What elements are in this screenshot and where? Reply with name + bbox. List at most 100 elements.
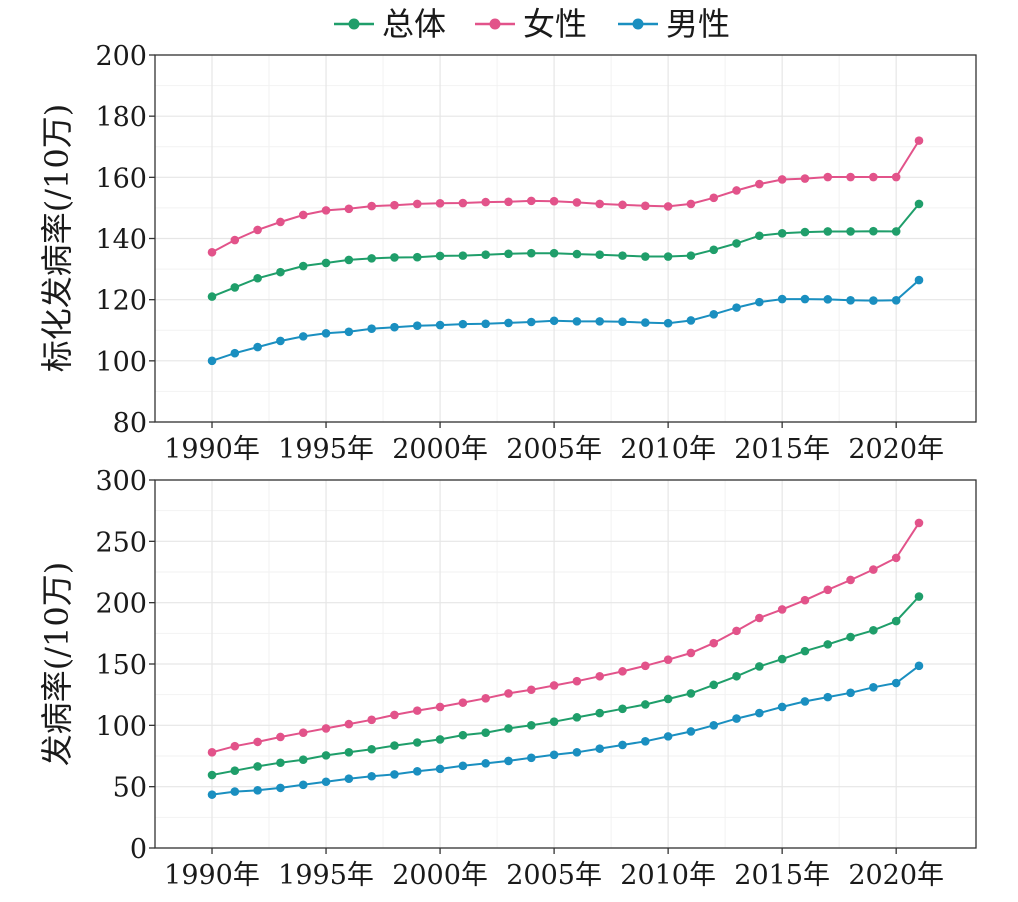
data-point (663, 655, 673, 665)
data-point (435, 702, 445, 712)
data-point (572, 249, 582, 259)
data-point (732, 303, 741, 312)
data-point (572, 748, 582, 757)
data-point (230, 348, 240, 358)
data-point (504, 756, 513, 766)
data-point (755, 662, 764, 671)
data-point (207, 356, 217, 366)
y-tick-label: 160 (95, 163, 147, 194)
y-tick-label: 150 (95, 650, 147, 681)
data-point (526, 753, 536, 763)
data-point (572, 713, 582, 722)
data-point (344, 327, 354, 337)
data-point (526, 685, 536, 695)
data-point (390, 322, 399, 332)
data-point (207, 770, 217, 780)
data-point (344, 748, 354, 757)
y-tick-label: 200 (95, 589, 147, 620)
data-point (253, 342, 262, 352)
data-point (298, 728, 308, 737)
data-point (458, 319, 468, 329)
data-point (618, 317, 627, 326)
y-tick-label: 50 (113, 773, 147, 804)
data-point (412, 199, 422, 209)
data-point (435, 199, 445, 208)
data-point (549, 196, 559, 206)
data-point (412, 706, 422, 715)
x-tick-label: 2010年 (620, 860, 716, 891)
data-point (641, 736, 650, 746)
y-axis-label: 发病率(/10万) (38, 562, 76, 766)
data-point (549, 750, 559, 760)
legend-marker-2 (632, 18, 644, 30)
data-point (412, 767, 422, 776)
data-point (823, 172, 833, 182)
data-point (800, 697, 810, 706)
x-tick-label: 2015年 (734, 860, 830, 891)
data-point (618, 200, 627, 210)
data-point (526, 248, 536, 258)
y-tick-label: 250 (95, 527, 147, 558)
data-point (321, 258, 331, 268)
y-tick-label: 300 (95, 466, 147, 497)
data-point (732, 626, 741, 636)
x-tick-label: 1990年 (164, 860, 260, 891)
data-point (709, 193, 719, 203)
data-point (914, 199, 924, 209)
data-point (595, 250, 605, 260)
data-point (481, 694, 490, 703)
data-point (276, 758, 285, 768)
data-point (230, 787, 240, 796)
data-point (344, 255, 354, 265)
data-point (641, 661, 650, 671)
data-point (869, 296, 878, 305)
data-point (595, 744, 605, 753)
data-point (891, 172, 901, 182)
data-point (663, 318, 673, 328)
data-point (549, 316, 559, 326)
data-point (595, 199, 605, 209)
data-point (481, 197, 490, 207)
data-point (709, 245, 719, 255)
y-tick-label: 100 (95, 711, 147, 742)
data-point (709, 680, 719, 690)
data-point (891, 678, 901, 688)
data-point (458, 251, 468, 260)
data-point (709, 310, 719, 319)
legend-marker-0 (348, 18, 360, 30)
data-point (230, 235, 240, 245)
data-point (412, 738, 422, 747)
legend-label-1: 女性 (523, 5, 587, 43)
data-point (595, 671, 605, 681)
data-point (504, 724, 513, 733)
data-point (891, 295, 901, 305)
data-point (230, 283, 240, 292)
data-point (504, 197, 513, 207)
legend: 总体 女性 男性 (334, 5, 730, 43)
x-tick-label: 2005年 (506, 860, 602, 891)
data-point (572, 198, 582, 207)
data-point (595, 317, 605, 326)
data-point (755, 179, 764, 189)
data-point (390, 741, 399, 750)
data-point (641, 201, 650, 211)
data-point (321, 751, 331, 760)
data-point (526, 721, 536, 730)
data-point (481, 319, 490, 329)
data-point (435, 735, 445, 744)
legend-label-0: 总体 (382, 5, 446, 43)
y-tick-label: 180 (95, 102, 147, 133)
data-point (686, 648, 696, 658)
x-tick-label: 2005年 (506, 434, 602, 465)
data-point (709, 638, 719, 648)
data-point (207, 247, 217, 257)
data-point (526, 196, 536, 206)
data-point (914, 518, 924, 528)
data-point (298, 780, 308, 790)
y-tick-label: 100 (95, 347, 147, 378)
data-point (618, 704, 627, 714)
data-point (367, 771, 376, 781)
data-point (618, 740, 627, 750)
data-point (595, 708, 605, 718)
